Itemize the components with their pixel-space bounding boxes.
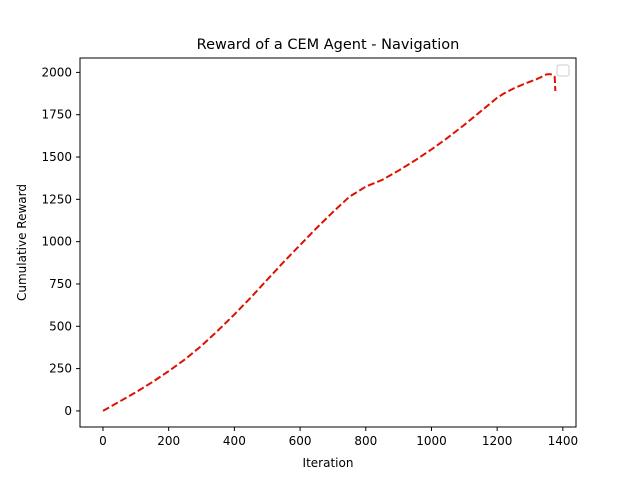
- x-tick-label: 600: [289, 434, 312, 448]
- y-tick-label: 2000: [41, 65, 72, 79]
- x-tick-label: 1000: [416, 434, 447, 448]
- y-axis-label: Cumulative Reward: [15, 184, 29, 301]
- y-tick-label: 750: [49, 277, 72, 291]
- x-axis: 0 200 400 600 800 1000 1200 1400: [99, 427, 578, 448]
- y-tick-label: 1750: [41, 108, 72, 122]
- x-tick-label: 0: [99, 434, 107, 448]
- x-tick-label: 400: [223, 434, 246, 448]
- y-tick-label: 1500: [41, 150, 72, 164]
- axes-frame: [79, 57, 577, 428]
- x-tick-label: 1200: [482, 434, 513, 448]
- legend-box: [556, 64, 570, 77]
- series-line: [102, 73, 557, 412]
- y-tick-label: 1000: [41, 235, 72, 249]
- x-tick-label: 200: [157, 434, 180, 448]
- x-tick-label: 800: [354, 434, 377, 448]
- chart-title: Reward of a CEM Agent - Navigation: [197, 37, 460, 53]
- plot-area: [102, 73, 557, 412]
- x-axis-label: Iteration: [303, 456, 354, 470]
- y-tick-label: 0: [64, 404, 72, 418]
- y-axis: 0 250 500 750 1000 1250 1500 1750 2000: [41, 65, 80, 418]
- y-tick-label: 250: [49, 362, 72, 376]
- x-tick-label: 1400: [548, 434, 579, 448]
- y-tick-label: 500: [49, 319, 72, 333]
- y-tick-label: 1250: [41, 192, 72, 206]
